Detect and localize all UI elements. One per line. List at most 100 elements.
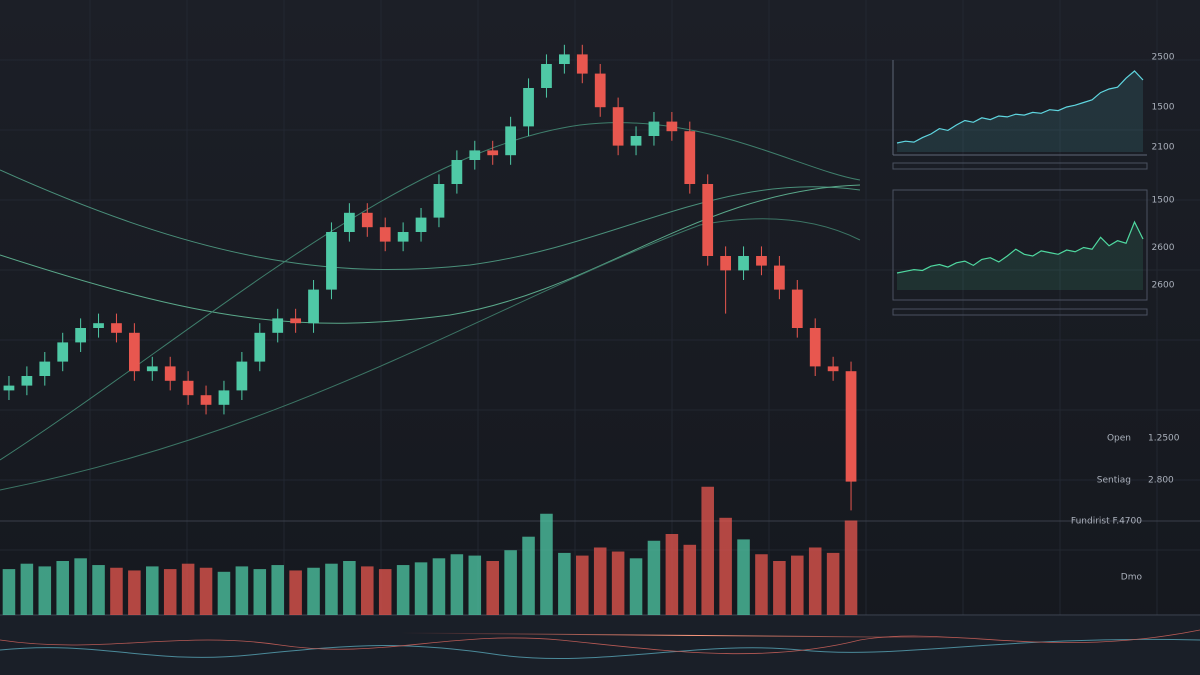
panel-border bbox=[892, 162, 1148, 170]
candle-body bbox=[146, 366, 158, 372]
volume-bar bbox=[217, 571, 231, 615]
candle-body bbox=[21, 376, 33, 386]
volume-bar bbox=[558, 552, 571, 615]
volume-bar bbox=[361, 566, 374, 615]
candle-body bbox=[39, 361, 51, 376]
volume-bar bbox=[307, 567, 320, 615]
price-line bbox=[896, 70, 1144, 144]
candle-body bbox=[541, 64, 552, 88]
volume-bar bbox=[289, 570, 302, 615]
volume-bar bbox=[844, 520, 858, 615]
volume-bar bbox=[701, 486, 714, 615]
volume-bar bbox=[92, 565, 105, 615]
candle-body bbox=[666, 121, 678, 132]
candle-body bbox=[469, 150, 481, 160]
volume-bar bbox=[235, 566, 249, 615]
info-label: Sentiag bbox=[1097, 476, 1131, 486]
glow-line bbox=[399, 632, 1001, 639]
volume-bar bbox=[38, 566, 52, 615]
candle-body bbox=[720, 256, 731, 271]
moving-average bbox=[0, 169, 861, 270]
volume-bar bbox=[647, 540, 661, 615]
candle-body bbox=[129, 332, 140, 372]
volume-bar bbox=[163, 569, 177, 615]
panel-border bbox=[892, 189, 1148, 301]
volume-bar bbox=[593, 547, 607, 615]
candle-body bbox=[451, 160, 463, 184]
moving-average bbox=[0, 218, 861, 491]
volume-bar bbox=[665, 534, 679, 615]
volume-bar bbox=[486, 561, 499, 615]
moving-average bbox=[0, 184, 861, 324]
candle-body bbox=[576, 54, 588, 74]
volume-bar bbox=[504, 550, 517, 615]
candle-body bbox=[684, 131, 696, 184]
volume-bar bbox=[110, 567, 123, 615]
candle-body bbox=[272, 318, 284, 333]
volume-bar bbox=[146, 566, 159, 615]
candle-body bbox=[111, 323, 122, 333]
candle-body bbox=[648, 121, 660, 136]
axis-label: 1500 bbox=[1152, 103, 1175, 113]
candle-body bbox=[218, 390, 230, 405]
info-value: 1.2500 bbox=[1148, 434, 1180, 444]
candle-body bbox=[57, 342, 69, 362]
candle-body bbox=[738, 256, 749, 271]
volume-bar bbox=[271, 565, 284, 615]
candle-body bbox=[702, 184, 714, 256]
volume-bar bbox=[199, 567, 213, 615]
candle-body bbox=[433, 184, 445, 218]
candle-body bbox=[379, 227, 391, 242]
info-label: Dmo bbox=[1121, 573, 1143, 583]
candle-body bbox=[290, 318, 301, 324]
candle-body bbox=[200, 395, 212, 405]
candle-body bbox=[505, 126, 516, 156]
candle-body bbox=[3, 385, 15, 391]
volume-bar bbox=[468, 555, 482, 615]
volume-bar bbox=[755, 554, 768, 615]
info-label: Fundirist F.4700 bbox=[1071, 517, 1142, 527]
volume-bar bbox=[737, 539, 750, 615]
candle-body bbox=[791, 289, 803, 328]
volume-bar bbox=[629, 558, 643, 615]
volume-bar bbox=[56, 561, 69, 615]
volume-bar bbox=[808, 547, 822, 615]
candle-body bbox=[845, 371, 857, 482]
volume-bar bbox=[2, 569, 16, 615]
axis-label: 2500 bbox=[1152, 53, 1175, 63]
candle-body bbox=[164, 366, 176, 381]
candle-body bbox=[559, 54, 570, 64]
volume-bar bbox=[719, 517, 732, 615]
volume-bar bbox=[611, 551, 625, 615]
axis-label: 2100 bbox=[1152, 143, 1175, 153]
info-value: 2.800 bbox=[1148, 476, 1174, 486]
volume-bar bbox=[128, 570, 141, 615]
volume-bar bbox=[683, 544, 697, 615]
candle-body bbox=[75, 328, 86, 343]
area bbox=[897, 71, 1143, 152]
candle-body bbox=[756, 256, 767, 266]
axis-label: 1500 bbox=[1152, 196, 1175, 206]
volume-bar bbox=[253, 569, 267, 615]
volume-bar bbox=[450, 554, 464, 615]
candle-body bbox=[774, 265, 785, 290]
candle-body bbox=[809, 328, 821, 367]
volume-bar bbox=[540, 513, 553, 615]
candle-body bbox=[415, 217, 427, 232]
candle-body bbox=[630, 136, 642, 146]
candle-body bbox=[93, 323, 104, 328]
volume-bar bbox=[396, 565, 410, 615]
volume-bar bbox=[773, 561, 786, 615]
axis-label: 2600 bbox=[1152, 243, 1175, 253]
volume-bar bbox=[181, 563, 195, 615]
oscillator bbox=[0, 638, 1200, 659]
volume-bar bbox=[826, 552, 840, 615]
volume-bar bbox=[576, 555, 589, 615]
info-label: Open bbox=[1107, 434, 1131, 444]
candle-body bbox=[236, 361, 248, 391]
volume-bar bbox=[432, 558, 446, 615]
candle-body bbox=[182, 380, 194, 396]
volume-bar bbox=[325, 563, 338, 615]
candle-body bbox=[308, 289, 319, 324]
